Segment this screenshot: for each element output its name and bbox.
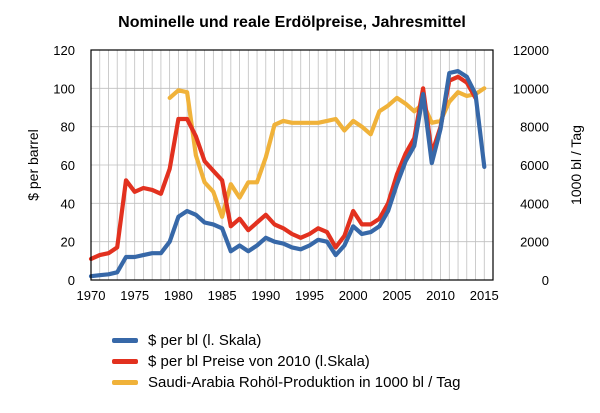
series-line-real: [88, 74, 478, 261]
x-tick-label: 1995: [295, 288, 324, 303]
y-right-tick-label: 6000: [520, 158, 549, 173]
series-line-nominal: [88, 68, 487, 279]
x-tick-label: 1980: [164, 288, 193, 303]
y-left-tick-label: 40: [61, 196, 75, 211]
y-left-tick-labels: 0 20 40 60 80 100 120: [53, 43, 75, 288]
legend-label-nominal: $ per bl (l. Skala): [148, 332, 262, 349]
y-right-tick-label: 10000: [513, 81, 549, 96]
series-layer: [88, 68, 487, 279]
grid: [91, 50, 493, 280]
y-axis-label-left: $ per barrel: [25, 129, 41, 201]
chart: Nominelle und reale Erdölpreise, Jahresm…: [25, 14, 584, 303]
legend-item: Saudi-Arabia Rohöl-Produktion in 1000 bl…: [112, 372, 460, 393]
y-left-tick-label: 120: [53, 43, 75, 58]
series-line-production: [167, 86, 487, 219]
x-tick-label: 2010: [426, 288, 455, 303]
legend-label-real: $ per bl Preise von 2010 (l.Skala): [148, 353, 370, 370]
y-left-tick-label: 0: [68, 273, 75, 288]
y-right-tick-labels: 0 2000 4000 6000 8000 10000 12000: [513, 43, 549, 288]
legend-item: $ per bl (l. Skala): [112, 330, 460, 351]
x-tick-label: 2005: [382, 288, 411, 303]
y-right-tick-label: 12000: [513, 43, 549, 58]
x-tick-label: 2000: [339, 288, 368, 303]
y-left-tick-label: 20: [61, 235, 75, 250]
y-right-tick-label: 8000: [520, 120, 549, 135]
x-tick-label: 2015: [470, 288, 499, 303]
chart-title: Nominelle und reale Erdölpreise, Jahresm…: [118, 14, 466, 31]
y-axis-label-right: 1000 bl / Tag: [568, 125, 584, 205]
x-tick-label: 1985: [208, 288, 237, 303]
legend-swatch-nominal: [112, 338, 138, 343]
plot-frame: [90, 49, 494, 281]
legend-swatch-real: [112, 359, 138, 364]
y-left-tick-label: 80: [61, 120, 75, 135]
legend-item: $ per bl Preise von 2010 (l.Skala): [112, 351, 460, 372]
legend-label-production: Saudi-Arabia Rohöl-Produktion in 1000 bl…: [148, 374, 461, 391]
y-left-tick-label: 60: [61, 158, 75, 173]
legend-swatch-production: [112, 380, 138, 385]
y-right-tick-label: 0: [542, 273, 549, 288]
x-tick-label: 1975: [120, 288, 149, 303]
x-tick-label: 1970: [77, 288, 106, 303]
y-right-tick-label: 2000: [520, 235, 549, 250]
x-tick-label: 1990: [251, 288, 280, 303]
x-tick-labels: 1970 1975 1980 1985 1990 1995 2000 2005 2010 2015: [77, 288, 499, 303]
y-left-tick-label: 100: [53, 81, 75, 96]
y-right-tick-label: 4000: [520, 196, 549, 211]
legend: $ per bl (l. Skala) $ per bl Preise von …: [112, 330, 460, 393]
